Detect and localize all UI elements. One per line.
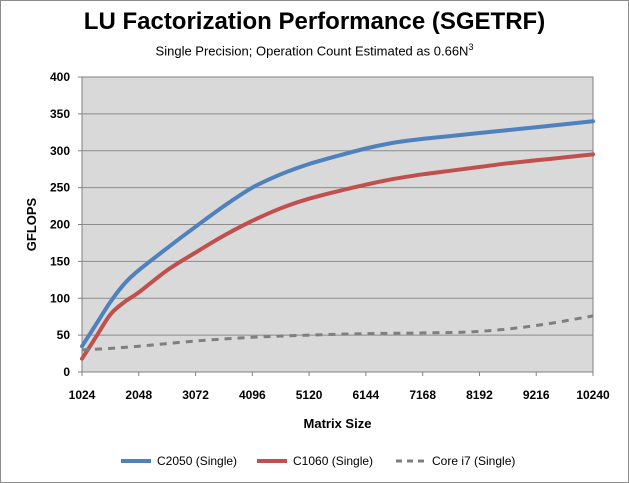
legend-label-core-i7-single: Core i7 (Single) — [432, 454, 515, 468]
x-tick-label: 7168 — [409, 388, 436, 402]
y-tick-label: 350 — [50, 107, 70, 121]
x-tick-label: 2048 — [125, 388, 152, 402]
chart-subtitle: Single Precision; Operation Count Estima… — [0, 42, 629, 58]
x-tick-label: 3072 — [182, 388, 209, 402]
x-tick-label: 5120 — [296, 388, 323, 402]
x-tick-label: 8192 — [466, 388, 493, 402]
chart-subtitle-exponent: 3 — [468, 42, 474, 52]
series-line-c2050-single — [80, 119, 595, 349]
x-tick-label: 4096 — [239, 388, 266, 402]
y-tick-label: 50 — [57, 328, 71, 342]
series-line-c1060-single — [80, 152, 595, 361]
y-tick-label: 200 — [50, 218, 70, 232]
y-tick-label: 0 — [63, 365, 70, 379]
legend-label-c2050-single: C2050 (Single) — [157, 454, 237, 468]
x-tick-label: 1024 — [69, 388, 96, 402]
chart-title: LU Factorization Performance (SGETRF) — [83, 8, 546, 35]
x-tick-label: 10240 — [576, 388, 610, 402]
y-tick-label: 400 — [50, 70, 70, 84]
y-axis-title: GFLOPS — [24, 197, 39, 251]
x-tick-label: 6144 — [353, 388, 380, 402]
y-tick-label: 100 — [50, 291, 70, 305]
chart-subtitle-text: Single Precision; Operation Count Estima… — [155, 43, 469, 59]
y-tick-label: 250 — [50, 181, 70, 195]
series-line-core-i7-single — [81, 314, 594, 352]
y-tick-label: 150 — [50, 254, 70, 268]
y-tick-label: 300 — [50, 144, 70, 158]
legend-label-c1060-single: C1060 (Single) — [293, 454, 373, 468]
x-tick-label: 9216 — [523, 388, 550, 402]
x-axis-title: Matrix Size — [304, 416, 372, 431]
